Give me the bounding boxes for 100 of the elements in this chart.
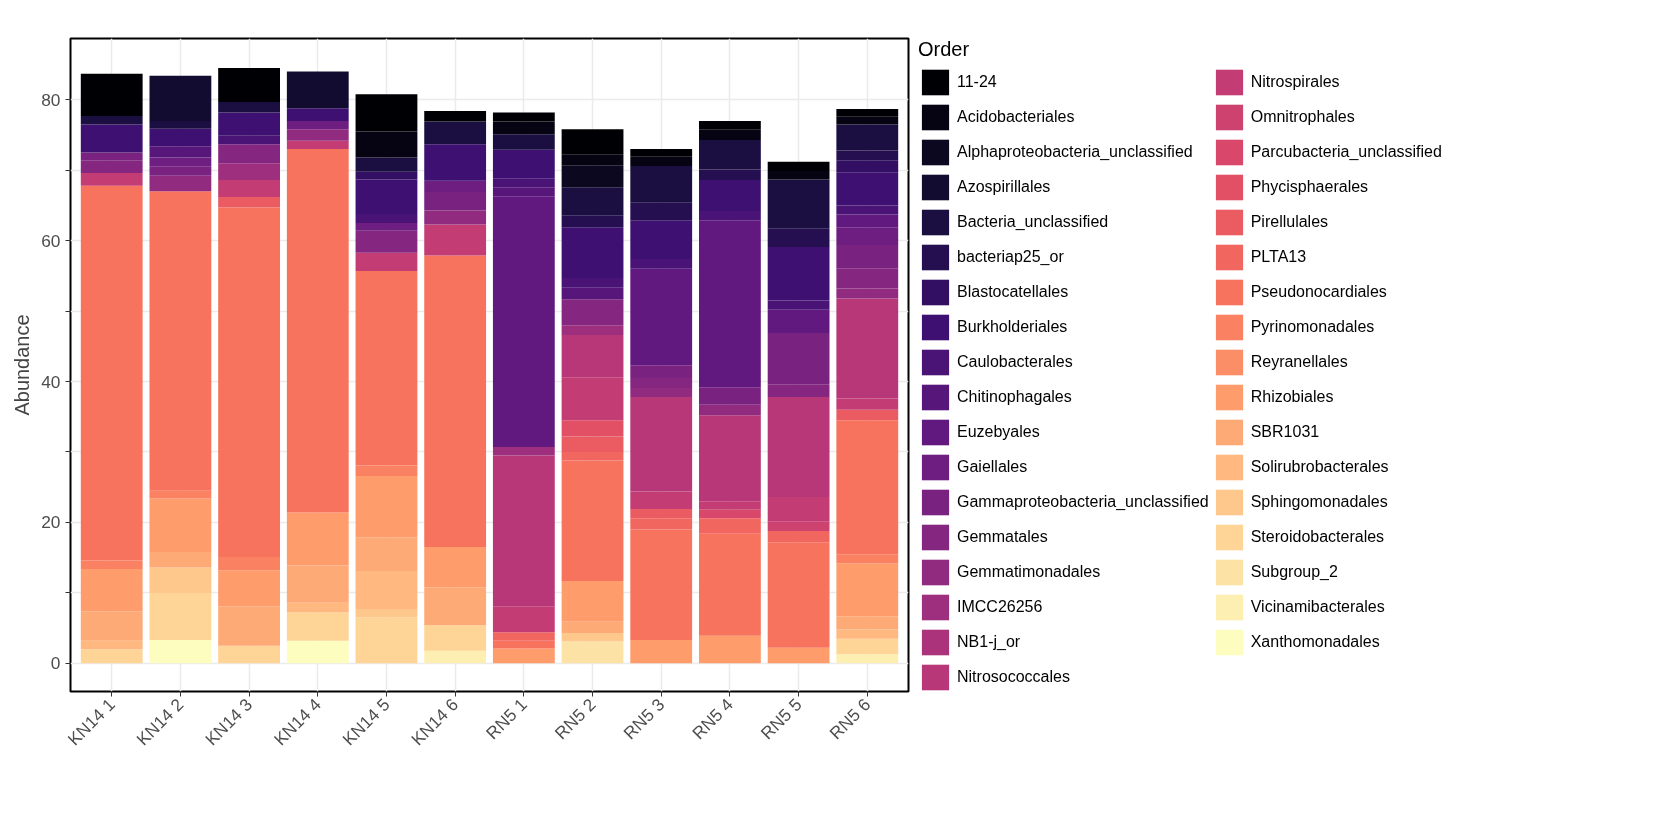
bar: [355, 617, 418, 664]
bar: [424, 587, 487, 626]
bar: [836, 629, 899, 639]
bar: [836, 160, 899, 173]
legend-label: Nitrospirales: [1250, 72, 1340, 92]
legend-label: Azospirillales: [957, 177, 1051, 197]
bar: [561, 580, 624, 622]
legend-label: Gemmatimonadales: [957, 562, 1101, 582]
bar: [218, 101, 280, 113]
bar: [424, 255, 487, 548]
bar: [767, 309, 830, 333]
bar: [80, 173, 143, 186]
bar: [699, 169, 761, 181]
bar: [561, 633, 624, 642]
bar: [836, 116, 899, 125]
bar: [149, 146, 212, 158]
legend-label: Caulobacterales: [957, 352, 1073, 372]
bar: [699, 129, 761, 140]
bar: [561, 299, 624, 326]
bar: [218, 144, 280, 164]
bar: [355, 213, 418, 224]
bar: [286, 512, 349, 566]
bar: [218, 135, 280, 145]
bar: [218, 570, 280, 607]
legend-label: Parcubacteria_unclassified: [1250, 142, 1442, 162]
bar: [149, 120, 212, 129]
bar: [218, 645, 280, 664]
bar: [149, 490, 212, 499]
bar: [561, 187, 624, 216]
legend-label: Steroidobacterales: [1250, 527, 1385, 547]
bar: [630, 202, 693, 221]
bar: [630, 268, 693, 366]
bar: [355, 475, 418, 538]
legend-label: Pyrinomonadales: [1250, 317, 1375, 337]
bar: [699, 387, 761, 405]
legend-label: Alphaproteobacteria_unclassified: [957, 142, 1193, 162]
legend-label: Sphingomonadales: [1250, 492, 1388, 512]
bar: [424, 625, 487, 651]
bar: [699, 635, 761, 664]
bar: [630, 156, 693, 166]
bar: [424, 144, 487, 181]
bar: [492, 149, 555, 179]
bar: [492, 447, 555, 456]
legend-label: Pseudonocardiales: [1250, 282, 1387, 302]
bar: [424, 111, 487, 122]
bar: [561, 227, 624, 278]
bar: [767, 247, 830, 301]
legend-label: Xanthomonadales: [1250, 632, 1380, 652]
bar: [355, 94, 418, 132]
bar: [424, 224, 487, 256]
bar: [80, 649, 143, 664]
bar: [424, 650, 487, 664]
bar: [492, 134, 555, 150]
legend-label: 11-24: [957, 72, 997, 92]
bar: [492, 121, 555, 135]
y-tick-label: 0: [50, 653, 61, 674]
bar: [149, 75, 212, 121]
legend-label: PLTA13: [1250, 247, 1307, 267]
bar: [355, 230, 418, 253]
legend-label: Blastocatellales: [957, 282, 1069, 302]
bar: [80, 115, 143, 125]
bar: [149, 191, 212, 491]
bar: [355, 157, 418, 172]
bar: [699, 404, 761, 416]
bar: [355, 537, 418, 572]
legend-label: SBR1031: [1250, 422, 1320, 442]
bar: [424, 210, 487, 225]
bar: [286, 120, 349, 130]
bar: [836, 124, 899, 151]
y-tick-label: 60: [41, 230, 61, 251]
legend-label: Phycisphaerales: [1250, 177, 1369, 197]
bar: [836, 172, 899, 206]
bar: [767, 647, 830, 664]
legend-label: Solirubrobacterales: [1250, 457, 1389, 477]
bar: [218, 112, 280, 136]
bar: [355, 571, 418, 610]
bar: [218, 163, 280, 181]
legend-label: bacteriap25_or: [957, 247, 1064, 267]
bar: [836, 409, 899, 421]
bar: [630, 166, 693, 203]
bar: [218, 207, 280, 557]
bar: [355, 609, 418, 618]
bar: [630, 640, 693, 664]
legend-label: Nitrosococcales: [957, 667, 1070, 687]
legend-label: Burkholderiales: [957, 317, 1068, 337]
bar: [767, 161, 830, 171]
legend-label: Chitinophagales: [957, 387, 1072, 407]
bar: [836, 616, 899, 630]
legend-label: Euzebyales: [957, 422, 1040, 442]
legend-label: Pirellulales: [1250, 212, 1329, 232]
bar: [836, 638, 899, 655]
bar: [355, 223, 418, 231]
bar: [836, 420, 899, 555]
bar: [286, 71, 349, 109]
bar: [836, 108, 899, 117]
bar: [492, 112, 555, 122]
bar: [80, 73, 143, 116]
bar: [355, 465, 418, 476]
legend-label: Bacteria_unclassified: [957, 212, 1109, 232]
y-tick-label: 40: [41, 371, 61, 392]
